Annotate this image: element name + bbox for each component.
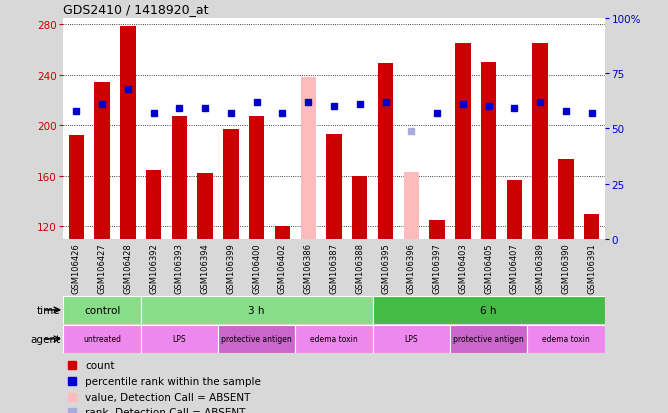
- Bar: [481, 63, 496, 240]
- Text: GDS2410 / 1418920_at: GDS2410 / 1418920_at: [63, 3, 209, 16]
- Bar: [275, 227, 290, 240]
- Text: GSM106387: GSM106387: [329, 242, 339, 293]
- Text: value, Detection Call = ABSENT: value, Detection Call = ABSENT: [85, 392, 250, 402]
- Text: count: count: [85, 361, 115, 370]
- Bar: [527, 325, 605, 353]
- Text: edema toxin: edema toxin: [542, 335, 590, 344]
- Text: GSM106402: GSM106402: [278, 242, 287, 293]
- Text: control: control: [84, 305, 120, 315]
- Text: protective antigen: protective antigen: [221, 335, 292, 344]
- Bar: [506, 180, 522, 240]
- Bar: [403, 173, 419, 240]
- Bar: [141, 296, 373, 324]
- Bar: [378, 64, 393, 240]
- Text: GSM106389: GSM106389: [536, 242, 544, 293]
- Text: rank, Detection Call = ABSENT: rank, Detection Call = ABSENT: [85, 408, 245, 413]
- Text: GSM106426: GSM106426: [72, 242, 81, 293]
- Bar: [373, 325, 450, 353]
- Text: time: time: [37, 305, 60, 315]
- Text: percentile rank within the sample: percentile rank within the sample: [85, 376, 261, 386]
- Bar: [141, 325, 218, 353]
- Text: protective antigen: protective antigen: [453, 335, 524, 344]
- Text: GSM106400: GSM106400: [253, 242, 261, 293]
- Bar: [218, 325, 295, 353]
- Bar: [146, 170, 162, 240]
- Text: GSM106390: GSM106390: [561, 242, 570, 293]
- Text: untreated: untreated: [83, 335, 121, 344]
- Text: GSM106397: GSM106397: [433, 242, 442, 293]
- Bar: [352, 176, 367, 240]
- Bar: [63, 325, 141, 353]
- Bar: [172, 117, 187, 240]
- Bar: [301, 78, 316, 240]
- Text: GSM106386: GSM106386: [304, 242, 313, 293]
- Text: 3 h: 3 h: [248, 305, 265, 315]
- Bar: [120, 27, 136, 240]
- Text: GSM106395: GSM106395: [381, 242, 390, 293]
- Text: 6 h: 6 h: [480, 305, 497, 315]
- Text: edema toxin: edema toxin: [310, 335, 358, 344]
- Text: GSM106394: GSM106394: [200, 242, 210, 293]
- Bar: [223, 130, 238, 240]
- Text: GSM106393: GSM106393: [175, 242, 184, 293]
- Text: LPS: LPS: [172, 335, 186, 344]
- Bar: [450, 325, 527, 353]
- Text: GSM106396: GSM106396: [407, 242, 415, 293]
- Bar: [69, 136, 84, 240]
- Text: GSM106391: GSM106391: [587, 242, 596, 293]
- Bar: [198, 174, 213, 240]
- Text: GSM106407: GSM106407: [510, 242, 519, 293]
- Bar: [295, 325, 373, 353]
- Text: GSM106403: GSM106403: [458, 242, 468, 293]
- Bar: [326, 135, 342, 240]
- Text: GSM106428: GSM106428: [124, 242, 132, 293]
- Bar: [430, 221, 445, 240]
- Bar: [63, 296, 141, 324]
- Text: GSM106392: GSM106392: [149, 242, 158, 293]
- Text: LPS: LPS: [405, 335, 418, 344]
- Bar: [373, 296, 605, 324]
- Bar: [584, 214, 599, 240]
- Bar: [532, 44, 548, 240]
- Bar: [558, 160, 574, 240]
- Text: GSM106388: GSM106388: [355, 242, 364, 293]
- Text: GSM106399: GSM106399: [226, 242, 235, 293]
- Bar: [249, 117, 265, 240]
- Bar: [455, 44, 470, 240]
- Text: GSM106405: GSM106405: [484, 242, 493, 293]
- Text: agent: agent: [30, 334, 60, 344]
- Text: GSM106427: GSM106427: [98, 242, 107, 293]
- Bar: [94, 83, 110, 240]
